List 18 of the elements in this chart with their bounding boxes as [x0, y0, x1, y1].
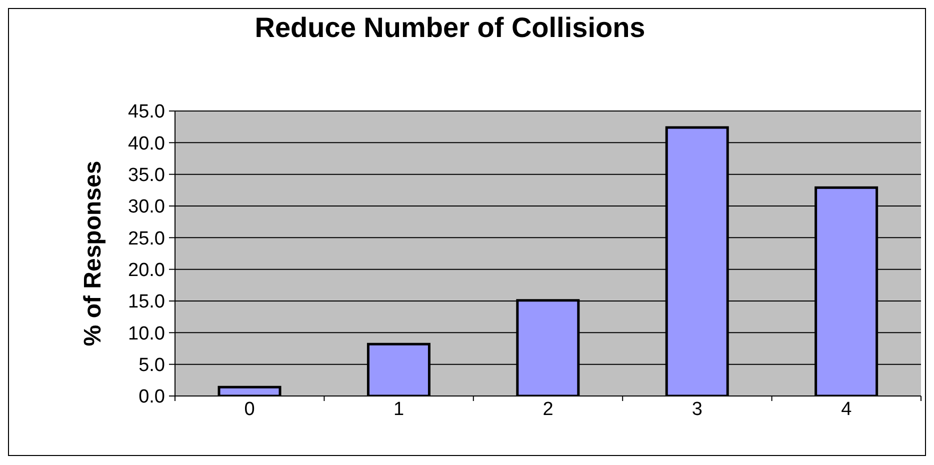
y-tick-label: 40.0 [128, 133, 165, 154]
y-tick-label: 25.0 [128, 228, 165, 250]
x-tick-label: 4 [841, 399, 852, 420]
y-tick-label: 15.0 [128, 292, 165, 313]
y-tick-label: 20.0 [128, 260, 165, 282]
x-tick-label: 3 [692, 399, 702, 420]
x-tick-label: 1 [394, 399, 404, 420]
y-tick-label: 30.0 [128, 196, 165, 218]
bar [218, 386, 282, 396]
y-tick-label: 5.0 [138, 355, 165, 376]
y-axis-title: % of Responses [80, 160, 107, 346]
y-tick-label: 10.0 [128, 323, 165, 344]
x-tick-label: 0 [244, 399, 255, 420]
y-tick-label: 45.0 [128, 102, 165, 123]
chart-title: Reduce Number of Collisions [254, 12, 646, 44]
y-tick-label: 0.0 [138, 386, 165, 408]
y-tick-label: 35.0 [128, 165, 165, 186]
x-tick-label: 2 [542, 399, 554, 420]
